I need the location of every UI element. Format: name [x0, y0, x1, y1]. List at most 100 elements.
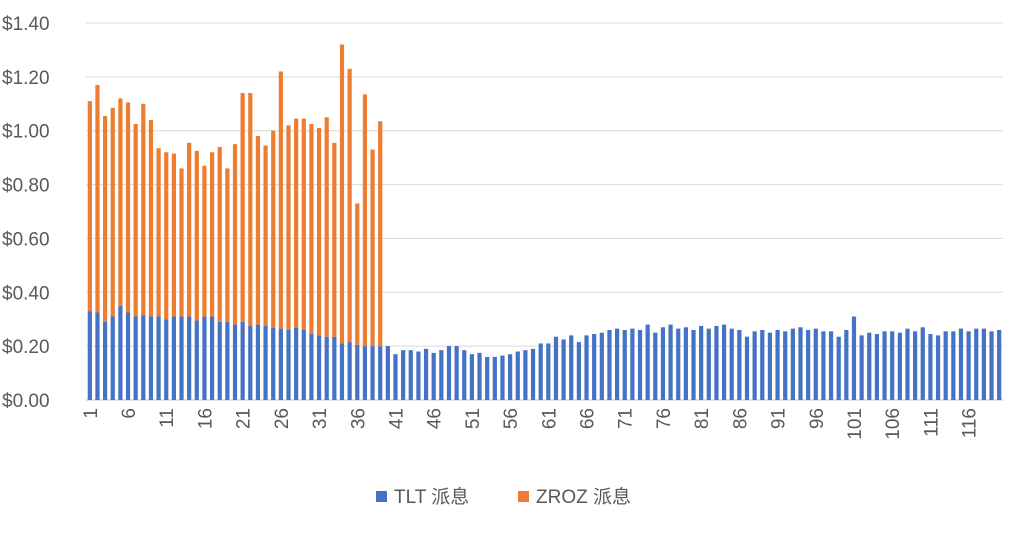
tlt-bar-72	[630, 328, 635, 400]
tlt-bar-23	[255, 324, 261, 400]
tlt-bar-21	[240, 321, 245, 400]
tlt-bar-7	[133, 316, 138, 400]
tlt-bar-93	[790, 328, 795, 400]
tlt-bar-47	[439, 350, 444, 400]
tlt-bar-26	[278, 328, 283, 400]
tlt-bar-30	[309, 334, 314, 400]
tlt-bar-57	[515, 351, 520, 400]
tlt-bar-98	[828, 331, 834, 400]
x-tick-label: 46	[425, 408, 446, 429]
zroz-bar-5	[118, 98, 123, 306]
x-tick-label: 66	[578, 408, 599, 429]
tlt-bar-38	[370, 346, 375, 400]
tlt-bar-42	[401, 350, 406, 400]
y-tick-label: $0.60	[2, 229, 50, 250]
tlt-bar-117	[974, 328, 979, 400]
tlt-bar-97	[821, 331, 826, 400]
y-tick-label: $1.40	[2, 14, 50, 35]
tlt-bar-66	[584, 335, 589, 400]
tlt-bar-116	[966, 331, 971, 400]
zroz-bar-39	[378, 121, 383, 347]
x-tick-label: 116	[960, 408, 981, 438]
tlt-bar-41	[393, 354, 398, 400]
tlt-bar-113	[943, 331, 948, 400]
tlt-bar-6	[125, 312, 131, 400]
tlt-bar-85	[729, 328, 734, 400]
zroz-bar-22	[248, 93, 253, 326]
y-tick-label: $0.80	[2, 176, 50, 197]
tlt-bar-120	[997, 329, 1002, 400]
zroz-bar-1	[87, 101, 92, 312]
zroz-bar-19	[225, 168, 230, 322]
tlt-bar-114	[951, 331, 956, 400]
tlt-bar-82	[706, 328, 711, 400]
tlt-bar-100	[844, 329, 849, 400]
zroz-bar-32	[324, 117, 329, 337]
tlt-bar-35	[347, 342, 352, 400]
x-tick-label: 16	[195, 408, 216, 429]
tlt-bar-84	[721, 324, 727, 400]
tlt-bar-11	[164, 319, 169, 400]
tlt-bar-1	[87, 311, 92, 400]
tlt-bar-92	[783, 331, 788, 400]
legend: TLT 派息 ZROZ 派息	[376, 486, 631, 508]
tlt-bar-31	[316, 335, 322, 400]
tlt-bar-34	[339, 343, 345, 400]
tlt-bar-77	[668, 324, 673, 400]
zroz-bar-30	[309, 123, 314, 335]
tlt-bar-105	[882, 331, 887, 400]
tlt-bar-73	[637, 329, 643, 400]
tlt-bar-94	[798, 327, 803, 400]
y-tick-label: $0.20	[2, 337, 50, 358]
tlt-bar-17	[209, 316, 215, 400]
zroz-bar-21	[240, 93, 245, 322]
tlt-bar-29	[301, 329, 306, 400]
tlt-bar-88	[752, 331, 757, 400]
zroz-bar-36	[355, 203, 360, 345]
zroz-bar-13	[179, 168, 184, 317]
tlt-bar-56	[508, 354, 513, 400]
zroz-bar-9	[148, 119, 154, 317]
tlt-bar-15	[194, 320, 199, 400]
x-tick-label: 51	[463, 408, 484, 429]
tlt-bar-27	[286, 329, 291, 400]
zroz-bar-25	[271, 130, 276, 328]
zroz-bar-6	[125, 102, 131, 313]
zroz-bar-20	[232, 144, 238, 325]
tlt-bar-49	[454, 346, 459, 400]
tlt-bar-24	[263, 325, 268, 400]
tlt-bar-89	[760, 329, 765, 400]
tlt-bar-50	[462, 350, 467, 400]
tlt-bar-36	[355, 344, 360, 400]
legend-label-0: TLT 派息	[394, 486, 469, 508]
x-tick-label: 76	[654, 408, 675, 429]
tlt-bar-70	[614, 328, 620, 400]
tlt-bar-99	[836, 336, 841, 400]
tlt-bar-81	[699, 325, 704, 400]
tlt-bar-19	[225, 321, 230, 400]
legend-swatch-0	[376, 491, 387, 502]
x-tick-label: 61	[539, 408, 560, 429]
tlt-bar-39	[378, 346, 383, 400]
x-tick-label: 36	[348, 408, 369, 429]
tlt-bar-69	[607, 329, 612, 400]
tlt-bar-28	[294, 327, 299, 400]
zroz-bar-2	[95, 84, 100, 313]
tlt-bar-60	[538, 343, 543, 400]
tlt-bar-103	[867, 332, 872, 400]
tlt-bar-8	[141, 315, 146, 400]
tlt-bar-63	[561, 339, 566, 400]
zroz-bar-8	[141, 103, 146, 316]
tlt-bar-83	[714, 325, 719, 400]
zroz-bar-15	[194, 150, 199, 321]
tlt-bar-106	[890, 331, 895, 400]
tlt-bar-33	[332, 336, 337, 400]
tlt-bar-104	[874, 334, 880, 400]
zroz-bar-16	[202, 165, 207, 317]
tlt-bar-4	[110, 316, 115, 400]
tlt-bar-75	[653, 332, 658, 400]
x-tick-label: 6	[119, 408, 140, 419]
tlt-bar-76	[660, 327, 666, 400]
zroz-bar-27	[286, 125, 291, 330]
tlt-bar-62	[553, 336, 559, 400]
